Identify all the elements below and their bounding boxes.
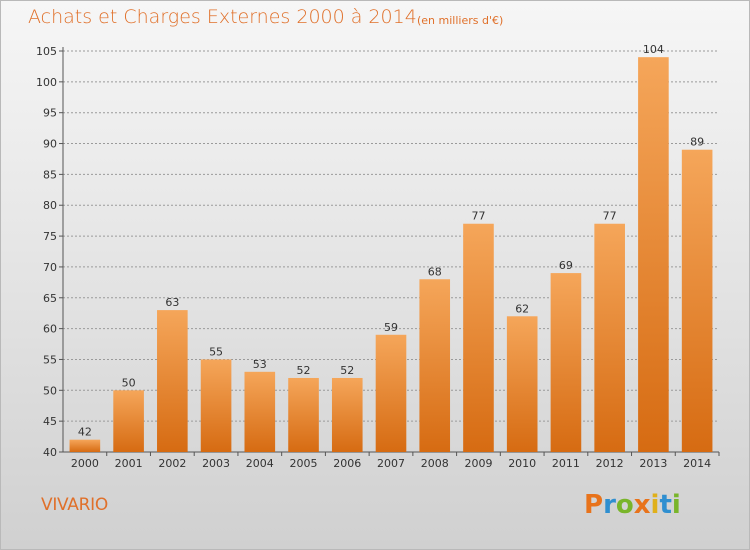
x-tick-label: 2006	[333, 457, 361, 470]
bar-2007	[375, 334, 407, 452]
y-tick-label: 100	[36, 76, 57, 89]
y-tick-label: 75	[43, 230, 57, 243]
bar-2006	[331, 377, 363, 452]
x-tick-label: 2008	[421, 457, 449, 470]
y-tick-label: 40	[43, 446, 57, 459]
y-tick-label: 50	[43, 384, 57, 397]
bar-2000	[69, 439, 101, 452]
bar-2001	[113, 390, 144, 452]
x-tick-label: 2005	[290, 457, 318, 470]
bars	[69, 57, 713, 453]
y-tick-label: 45	[43, 415, 57, 428]
y-tick-label: 95	[43, 107, 57, 120]
x-tick-label: 2007	[377, 457, 405, 470]
commune-name: VIVARIO	[41, 495, 108, 515]
logo-letter: o	[615, 490, 634, 520]
y-tick-label: 80	[43, 199, 57, 212]
bar-2002	[157, 310, 188, 452]
x-tick-label: 2011	[552, 457, 580, 470]
data-label: 55	[209, 345, 223, 358]
data-label: 104	[643, 43, 664, 56]
y-tick-label: 55	[43, 353, 57, 366]
bar-2008	[419, 279, 451, 452]
y-tick-label: 70	[43, 261, 57, 274]
data-label: 52	[297, 364, 311, 377]
data-labels: 42 50 63 55 53 52 52 59 68 77 62 69 77 104 89	[78, 43, 704, 438]
data-label: 62	[515, 302, 529, 315]
bar-2009	[463, 223, 494, 452]
y-tick-label: 90	[43, 138, 57, 151]
bar-2011	[550, 273, 582, 452]
axes: 40 45 50 55 60 65 70 75 80 85 90 95 100 105 2000 2001 20…	[36, 45, 720, 470]
bar-2014	[681, 149, 713, 452]
data-label: 89	[690, 136, 704, 149]
x-tick-label: 2001	[115, 457, 143, 470]
chart-subtitle: (en milliers d'€)	[417, 14, 504, 27]
logo-letter: t	[659, 490, 672, 520]
logo-letter: r	[603, 490, 616, 520]
data-label: 69	[559, 259, 573, 272]
x-tick-label: 2000	[71, 457, 99, 470]
data-label: 42	[78, 426, 92, 439]
x-tick-label: 2014	[683, 457, 711, 470]
logo-letter: x	[633, 490, 651, 520]
data-label: 68	[428, 265, 442, 278]
data-label: 52	[340, 364, 354, 377]
proxiti-logo: Proxiti	[584, 490, 681, 520]
data-label: 53	[253, 358, 267, 371]
x-tick-label: 2003	[202, 457, 230, 470]
y-tick-label: 85	[43, 168, 57, 181]
data-label: 59	[384, 321, 398, 334]
chart-title: Achats et Charges Externes 2000 à 2014	[28, 6, 417, 28]
data-label: 77	[471, 210, 485, 223]
bar-2010	[506, 316, 538, 452]
logo-letter: i	[650, 490, 660, 520]
x-tick-label: 2010	[508, 457, 536, 470]
y-tick-label: 105	[36, 45, 57, 58]
logo-letter: i	[671, 490, 681, 520]
x-tick-label: 2009	[464, 457, 492, 470]
data-label: 77	[603, 210, 617, 223]
bar-2013	[638, 57, 669, 453]
x-tick-label: 2002	[158, 457, 186, 470]
data-label: 63	[165, 296, 179, 309]
bar-2012	[594, 223, 625, 452]
bar-2005	[288, 377, 319, 452]
x-tick-label: 2013	[639, 457, 667, 470]
y-tick-label: 65	[43, 292, 57, 305]
bar-2003	[200, 359, 232, 452]
bar-2004	[244, 371, 276, 452]
x-tick-label: 2012	[596, 457, 624, 470]
data-label: 50	[122, 376, 136, 389]
x-tick-label: 2004	[246, 457, 274, 470]
y-tick-label: 60	[43, 323, 57, 336]
logo-letter: P	[584, 490, 604, 520]
